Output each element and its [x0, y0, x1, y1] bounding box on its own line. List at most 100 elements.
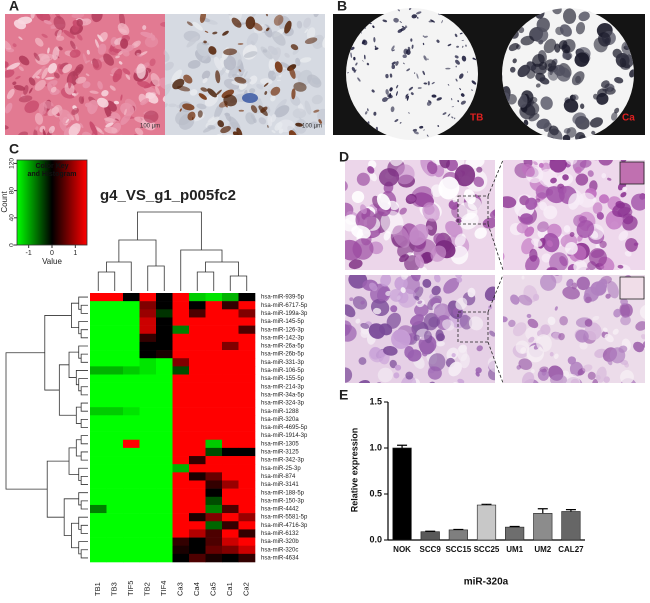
column-label: Ca3 — [176, 582, 185, 596]
heatmap-cell — [173, 497, 190, 505]
heatmap-cell — [239, 383, 256, 391]
heatmap-cell — [189, 358, 206, 366]
heatmap-cell — [222, 480, 239, 488]
row-label: hsa-miR-126-3p — [261, 327, 305, 333]
heatmap-cell — [206, 407, 223, 415]
heatmap-cell — [140, 513, 157, 521]
heatmap-cell — [239, 432, 256, 440]
bar — [393, 448, 412, 540]
heatmap-cell — [123, 375, 140, 383]
scale-bar-label: 100 µm — [302, 124, 322, 130]
texture-spot — [55, 0, 71, 16]
heatmap-cell — [206, 538, 223, 546]
column-label: Ca2 — [242, 582, 251, 596]
heatmap-cell — [173, 399, 190, 407]
heatmap-cell — [206, 383, 223, 391]
dendrogram-branch — [79, 322, 88, 334]
heatmap-cell — [189, 407, 206, 415]
heatmap-cell — [140, 350, 157, 358]
row-label: hsa-miR-25-3p — [261, 466, 301, 472]
dendrogram-branch — [81, 501, 88, 509]
heatmap-cell — [107, 432, 124, 440]
heatmap-cell — [140, 399, 157, 407]
heatmap-cell — [90, 440, 107, 448]
heatmap-cell — [140, 326, 157, 334]
texture-spot — [212, 1, 216, 5]
row-label: hsa-miR-320a — [261, 417, 299, 423]
texture-spot — [409, 143, 413, 147]
heatmap-cell — [173, 505, 190, 513]
y-tick-label: 1.0 — [369, 442, 382, 452]
x-tick-label: NOK — [393, 545, 411, 554]
texture-spot — [217, 0, 220, 3]
heatmap-cell — [156, 497, 173, 505]
texture-spot — [370, 0, 374, 2]
texture-spot — [311, 137, 314, 142]
heatmap-cell — [206, 448, 223, 456]
dendrogram-branch — [79, 542, 88, 554]
heatmap-cell — [222, 456, 239, 464]
heatmap-cell — [189, 440, 206, 448]
x-tick-label: SCC9 — [420, 545, 442, 554]
heatmap-cell — [107, 309, 124, 317]
heatmap-cell — [123, 521, 140, 529]
heatmap-cell — [222, 464, 239, 472]
x-tick-label: UM2 — [534, 545, 551, 554]
heatmap-cell — [90, 480, 107, 488]
heatmap-cell — [206, 513, 223, 521]
heatmap-cell — [206, 375, 223, 383]
heatmap-cell — [123, 383, 140, 391]
y-tick-label: 1.5 — [369, 396, 382, 406]
column-label: TB1 — [93, 582, 102, 596]
texture-spot — [588, 387, 597, 396]
heatmap-cell — [123, 342, 140, 350]
heatmap-cell — [222, 554, 239, 562]
heatmap-cell — [222, 366, 239, 374]
row-label: hsa-miR-939-5p — [261, 295, 305, 301]
dendrogram-branch — [79, 468, 88, 480]
heatmap-cell — [107, 505, 124, 513]
heatmap-cell — [156, 399, 173, 407]
heatmap-cell — [156, 489, 173, 497]
heatmap-cell — [90, 317, 107, 325]
heatmap-cell — [140, 472, 157, 480]
heatmap-cell — [140, 521, 157, 529]
texture-spot — [91, 138, 103, 148]
heatmap-cell — [156, 472, 173, 480]
texture-spot — [388, 140, 392, 144]
texture-spot — [79, 0, 88, 2]
heatmap-cell — [140, 415, 157, 423]
heatmap-cell — [156, 407, 173, 415]
heatmap-cell — [222, 432, 239, 440]
dendrogram-branch — [71, 523, 78, 547]
texture-spot — [264, 153, 279, 168]
heatmap-cell — [206, 546, 223, 554]
heatmap-cell — [123, 472, 140, 480]
column-label: Ca5 — [209, 582, 218, 596]
heatmap-cell — [107, 521, 124, 529]
heatmap-cell — [123, 399, 140, 407]
row-label: hsa-miR-4634 — [261, 556, 299, 562]
y-tick-label: 40 — [9, 214, 16, 222]
texture-spot — [585, 392, 601, 410]
heatmap-cell — [222, 375, 239, 383]
heatmap-cell — [90, 293, 107, 301]
dendrogram-branch — [81, 387, 88, 395]
heatmap-cell — [239, 448, 256, 456]
heatmap-cell — [173, 464, 190, 472]
heatmap-cell — [123, 309, 140, 317]
heatmap-cell — [90, 448, 107, 456]
heatmap-cell — [107, 423, 124, 431]
heatmap-cell — [107, 415, 124, 423]
texture-spot — [242, 93, 258, 103]
heatmap-cell — [189, 521, 206, 529]
row-label: hsa-miR-331-3p — [261, 360, 305, 366]
texture-spot — [542, 152, 550, 161]
heatmap-cell — [156, 480, 173, 488]
row-label: hsa-miR-150-3p — [261, 498, 305, 504]
heatmap-cell — [173, 440, 190, 448]
heatmap-cell — [189, 432, 206, 440]
heatmap-cell — [123, 423, 140, 431]
heatmap-cell — [123, 317, 140, 325]
heatmap-cell — [173, 366, 190, 374]
